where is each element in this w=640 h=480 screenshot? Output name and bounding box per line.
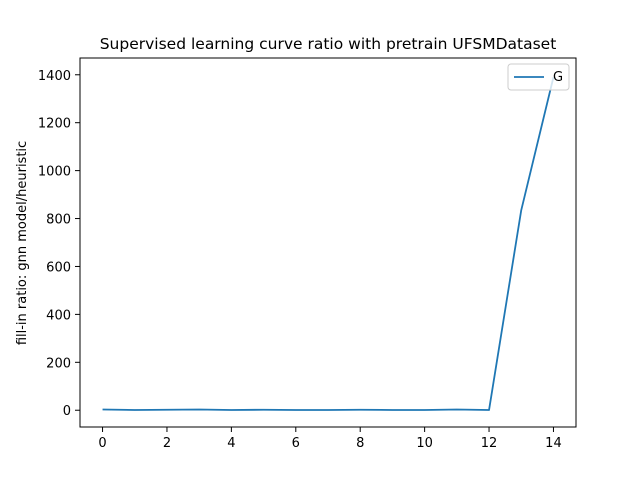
x-tick-label: 12 — [481, 436, 498, 451]
chart-title: Supervised learning curve ratio with pre… — [100, 35, 557, 53]
y-tick-label: 800 — [46, 213, 71, 228]
y-tick-label: 1400 — [38, 69, 71, 84]
y-tick-label: 600 — [46, 260, 71, 275]
y-tick-label: 1000 — [38, 165, 71, 180]
y-tick-label: 0 — [63, 404, 71, 419]
x-tick-label: 4 — [227, 436, 235, 451]
x-tick-label: 14 — [545, 436, 562, 451]
legend: G — [507, 63, 570, 91]
x-tick-label: 10 — [416, 436, 433, 451]
y-tick-label: 200 — [46, 356, 71, 371]
y-tick-label: 400 — [46, 308, 71, 323]
x-tick-label: 6 — [292, 436, 300, 451]
x-tick-label: 8 — [356, 436, 364, 451]
legend-label: G — [553, 70, 563, 85]
x-tick-label: 0 — [98, 436, 106, 451]
y-tick-label: 1200 — [38, 117, 71, 132]
plot-area: 0 2 4 6 8 10 12 14 0 200 400 600 800 1000 1200 1400 — [38, 57, 577, 451]
x-tick-label: 2 — [163, 436, 171, 451]
series-line-G — [102, 76, 555, 411]
y-axis-label: fill-in ratio: gnn model/heuristic — [15, 141, 30, 345]
axes-frame — [79, 57, 577, 428]
